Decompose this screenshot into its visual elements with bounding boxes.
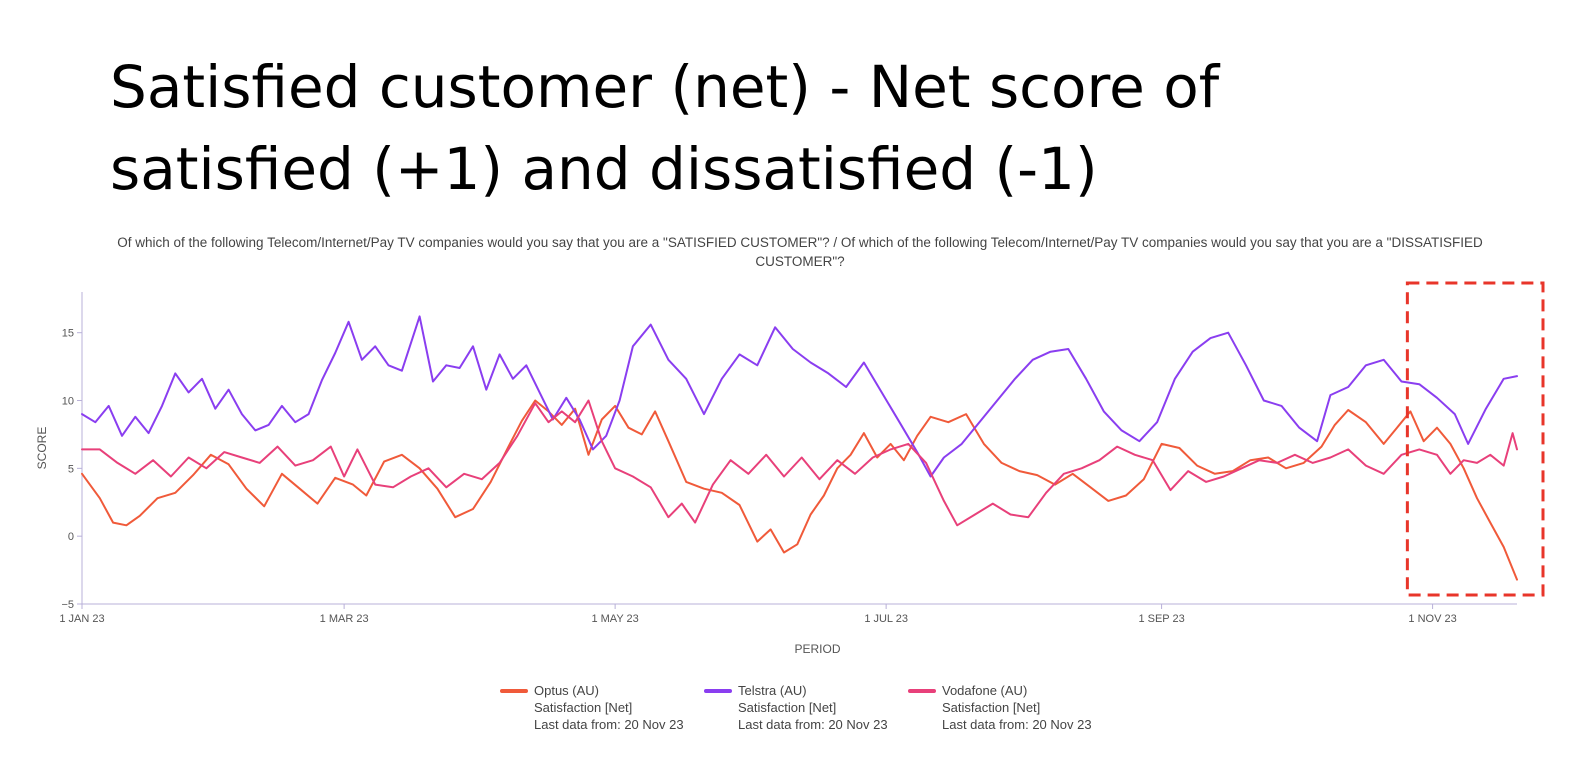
x-axis-title: PERIOD <box>794 642 840 656</box>
legend-series-name: Vodafone (AU) <box>942 683 1028 698</box>
x-tick-label: 1 JUL 23 <box>864 613 908 625</box>
y-tick-label: 10 <box>62 396 74 408</box>
legend-series-name: Telstra (AU) <box>738 683 807 698</box>
y-tick-label: 0 <box>68 531 74 543</box>
legend-series-name: Optus (AU) <box>534 683 600 698</box>
legend-swatch-optus <box>500 689 528 693</box>
x-tick-label: 1 MAR 23 <box>320 613 369 625</box>
y-tick-label: −5 <box>61 599 74 611</box>
legend-item-optus[interactable]: Optus (AU) Satisfaction [Net] Last data … <box>500 682 692 733</box>
legend-item-telstra[interactable]: Telstra (AU) Satisfaction [Net] Last dat… <box>704 682 896 733</box>
x-tick-label: 1 NOV 23 <box>1408 613 1456 625</box>
x-tick-label: 1 JAN 23 <box>59 613 104 625</box>
legend-swatch-vodafone <box>908 689 936 693</box>
chart-subtitle: Of which of the following Telecom/Intern… <box>117 235 1483 269</box>
legend-series-metric: Satisfaction [Net] <box>942 700 1041 715</box>
legend-series-last-data: Last data from: 20 Nov 23 <box>942 717 1092 732</box>
slide-title: Satisfied customer (net) - Net score of … <box>110 46 1410 210</box>
slide-title-line-2: satisfied (+1) and dissatisfied (-1) <box>110 135 1098 203</box>
legend-series-last-data: Last data from: 20 Nov 23 <box>534 717 684 732</box>
y-tick-label: 15 <box>62 328 74 340</box>
series-line-optus <box>81 399 1518 581</box>
legend-text-optus: Optus (AU) Satisfaction [Net] Last data … <box>534 682 684 733</box>
legend-item-vodafone[interactable]: Vodafone (AU) Satisfaction [Net] Last da… <box>908 682 1100 733</box>
legend-series-metric: Satisfaction [Net] <box>738 700 837 715</box>
chart-legend: Optus (AU) Satisfaction [Net] Last data … <box>500 682 1100 733</box>
legend-series-metric: Satisfaction [Net] <box>534 700 633 715</box>
legend-series-last-data: Last data from: 20 Nov 23 <box>738 717 888 732</box>
highlight-box <box>1405 281 1545 597</box>
legend-text-vodafone: Vodafone (AU) Satisfaction [Net] Last da… <box>942 682 1092 733</box>
series-line-telstra <box>81 315 1518 478</box>
legend-swatch-telstra <box>704 689 732 693</box>
y-axis-title: SCORE <box>35 427 49 470</box>
y-tick-label: 5 <box>68 463 74 475</box>
series-line-vodafone <box>81 399 1518 527</box>
x-tick-label: 1 MAY 23 <box>591 613 638 625</box>
legend-text-telstra: Telstra (AU) Satisfaction [Net] Last dat… <box>738 682 888 733</box>
slide-title-line-1: Satisfied customer (net) - Net score of <box>110 53 1220 121</box>
x-tick-label: 1 SEP 23 <box>1138 613 1184 625</box>
